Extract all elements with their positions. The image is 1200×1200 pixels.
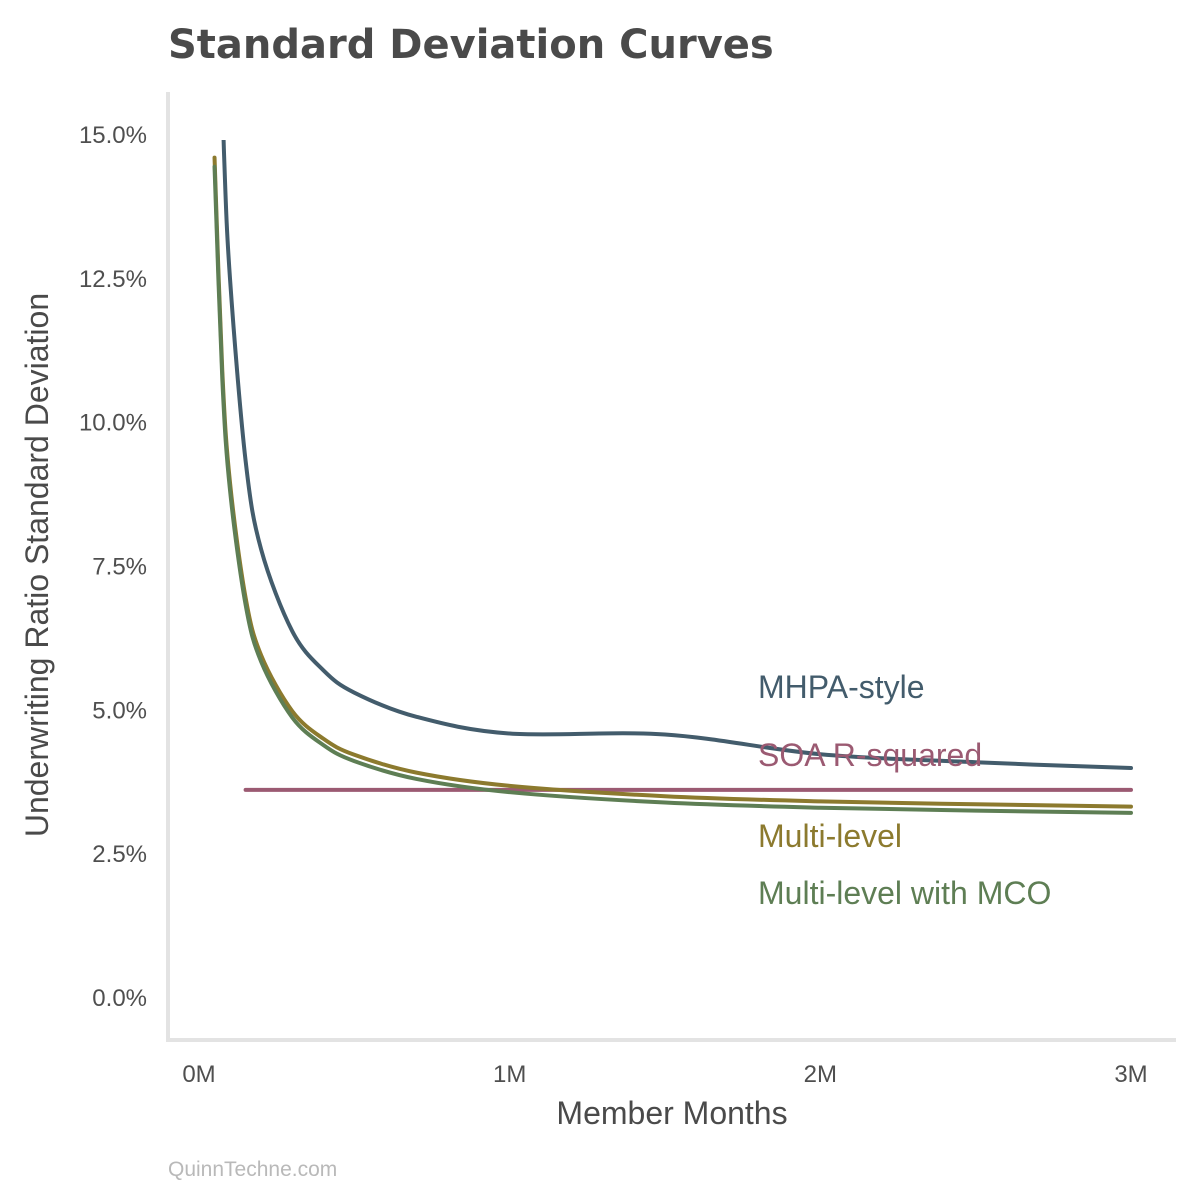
series-label-multi-level-with-mco: Multi-level with MCO [758,875,1051,911]
x-tick-labels: 0M 1M 2M 3M [182,1061,1147,1088]
x-tick-label: 1M [493,1061,526,1088]
y-tick-label: 15.0% [79,122,147,149]
caption: QuinnTechne.com [168,1158,337,1181]
x-tick-label: 0M [182,1061,215,1088]
chart-title: Standard Deviation Curves [168,22,774,68]
series-line-multi-level-with-mco [212,164,1133,815]
y-axis-title: Underwriting Ratio Standard Deviation [19,293,55,837]
series-line-mhpa-style [221,140,1133,771]
y-tick-label: 7.5% [92,554,147,581]
series-labels: MHPA-style SOA R-squared Multi-level Multi-… [758,669,1051,911]
series-label-soa-r-squared: SOA R-squared [758,737,982,773]
series-label-mhpa-style: MHPA-style [758,669,925,705]
y-tick-label: 12.5% [79,266,147,293]
y-tick-label: 2.5% [92,841,147,868]
y-tick-label: 10.0% [79,410,147,437]
series-line-multi-level [212,155,1133,809]
y-tick-label: 0.0% [92,985,147,1012]
series-label-multi-level: Multi-level [758,818,902,854]
x-axis-title: Member Months [556,1095,787,1131]
x-tick-label: 2M [804,1061,837,1088]
y-tick-labels: 0.0% 2.5% 5.0% 7.5% 10.0% 12.5% 15.0% [79,122,147,1012]
x-tick-label: 3M [1114,1061,1147,1088]
series-lines [212,140,1133,815]
y-tick-label: 5.0% [92,697,147,724]
